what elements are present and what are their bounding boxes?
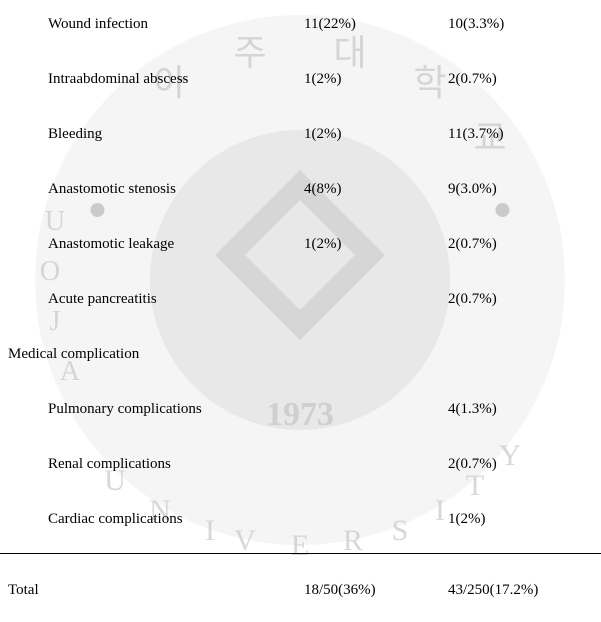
row-label: Pulmonary complications: [48, 397, 288, 421]
row-value-2: 2(0.7%): [448, 232, 588, 256]
row-label: Total: [8, 578, 288, 602]
table-row: Anastomotic stenosis 4(8%) 9(3.0%): [0, 177, 601, 201]
row-value-1: 1(2%): [304, 122, 434, 146]
row-label: Wound infection: [48, 12, 288, 36]
row-label: Acute pancreatitis: [48, 287, 288, 311]
row-label: Intraabdominal abscess: [48, 67, 288, 91]
row-value-2: 4(1.3%): [448, 397, 588, 421]
table-row: Total 18/50(36%) 43/250(17.2%): [0, 578, 601, 602]
table-row: Acute pancreatitis 2(0.7%): [0, 287, 601, 311]
row-label: Anastomotic stenosis: [48, 177, 288, 201]
table-row: Intraabdominal abscess 1(2%) 2(0.7%): [0, 67, 601, 91]
table-row: Wound infection 11(22%) 10(3.3%): [0, 12, 601, 36]
row-value-2: 11(3.7%): [448, 122, 588, 146]
row-label: Bleeding: [48, 122, 288, 146]
row-value-2: 2(0.7%): [448, 452, 588, 476]
row-label: Medical complication: [8, 342, 288, 366]
table-rule: [0, 553, 601, 554]
row-value-2: 2(0.7%): [448, 287, 588, 311]
table-row: Cardiac complications 1(2%): [0, 507, 601, 531]
row-value-1: 1(2%): [304, 232, 434, 256]
table-row: Anastomotic leakage 1(2%) 2(0.7%): [0, 232, 601, 256]
table-body: Wound infection 11(22%) 10(3.3%) Intraabdom…: [0, 0, 601, 622]
row-value-2: 43/250(17.2%): [448, 578, 588, 602]
table-row: Renal complications 2(0.7%): [0, 452, 601, 476]
row-label: Renal complications: [48, 452, 288, 476]
row-value-2: 1(2%): [448, 507, 588, 531]
row-value-1: 18/50(36%): [304, 578, 434, 602]
row-label: Anastomotic leakage: [48, 232, 288, 256]
row-label: Cardiac complications: [48, 507, 288, 531]
row-value-2: 9(3.0%): [448, 177, 588, 201]
table-row: Pulmonary complications 4(1.3%): [0, 397, 601, 421]
row-value-2: 2(0.7%): [448, 67, 588, 91]
row-value-1: 4(8%): [304, 177, 434, 201]
row-value-1: 11(22%): [304, 12, 434, 36]
row-value-2: 10(3.3%): [448, 12, 588, 36]
table-row: Medical complication: [0, 342, 601, 366]
row-value-1: 1(2%): [304, 67, 434, 91]
table-row: Bleeding 1(2%) 11(3.7%): [0, 122, 601, 146]
